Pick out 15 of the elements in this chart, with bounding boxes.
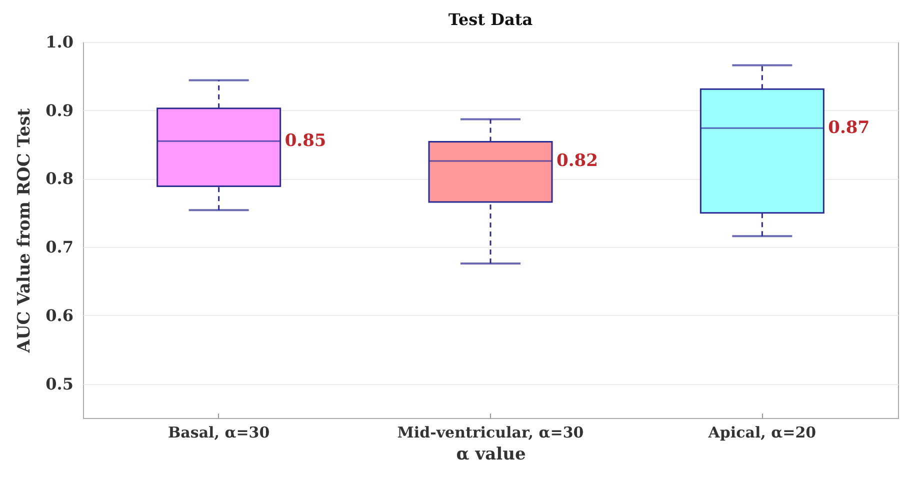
annotation: 0.87 (828, 118, 870, 138)
x-axis-title: α value (456, 444, 526, 464)
chart-title: Test Data (448, 10, 533, 29)
y-tick-label: 0.9 (46, 100, 74, 120)
y-tick-label: 0.7 (46, 238, 74, 257)
y-tick-label: 0.6 (46, 306, 74, 325)
x-tick-label: Mid-ventricular, α=30 (397, 424, 584, 442)
y-tick-label: 1.0 (46, 32, 74, 52)
y-axis-title: AUC Value from ROC Test (14, 108, 35, 354)
x-tick-label: Apical, α=20 (707, 424, 816, 442)
y-tick-label: 0.8 (46, 169, 74, 188)
y-tick-label: 0.5 (46, 374, 74, 394)
annotation: 0.85 (284, 131, 326, 152)
x-tick-label: Basal, α=30 (168, 424, 270, 442)
annotation: 0.82 (556, 150, 598, 171)
